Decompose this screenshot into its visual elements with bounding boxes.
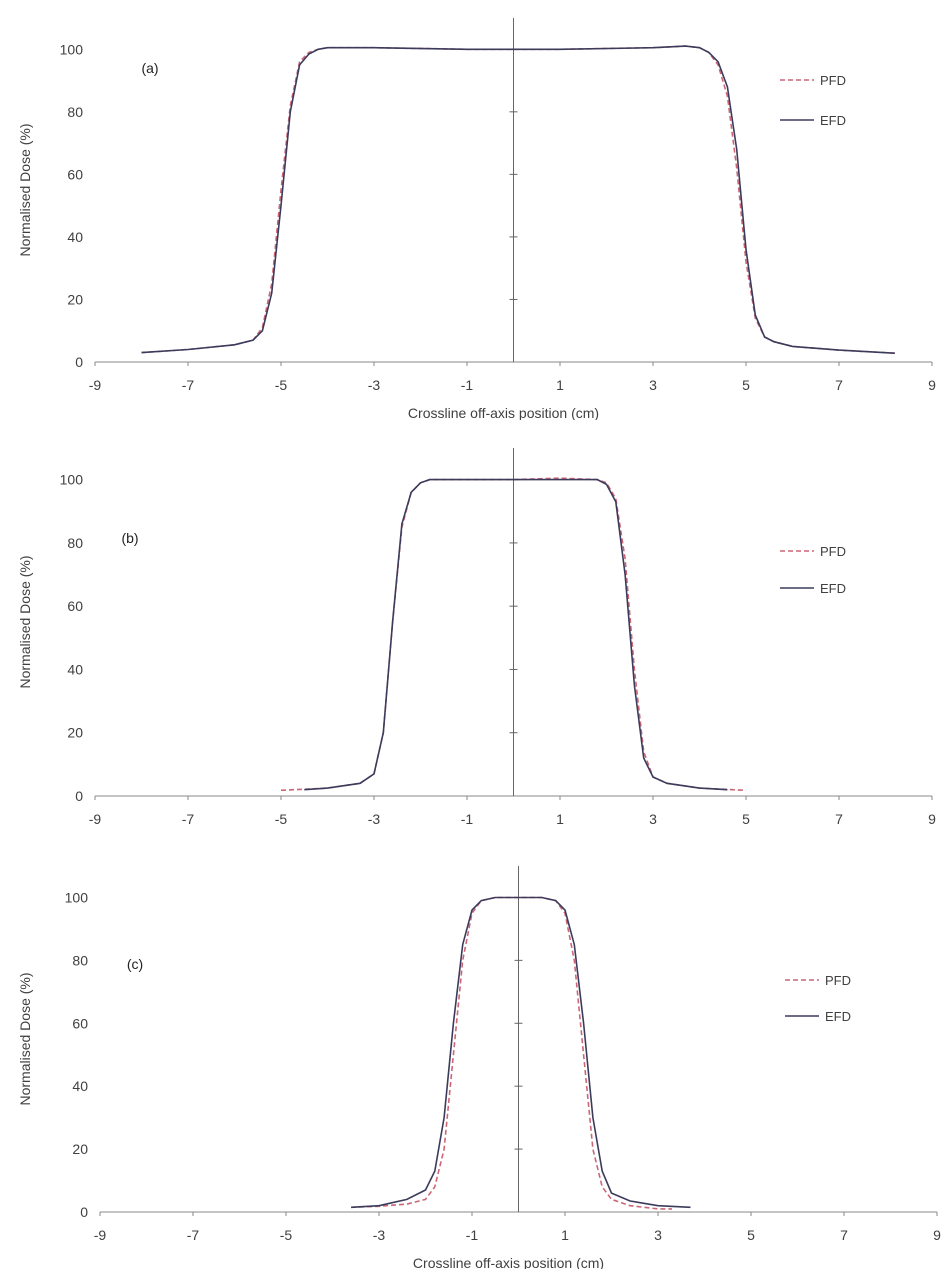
x-tick-label: 7 [840, 1227, 848, 1243]
x-tick-label: 1 [556, 377, 564, 393]
series-line-efd [141, 45, 895, 354]
y-tick-label: 80 [67, 104, 83, 120]
y-axis-title: Normalised Dose (%) [17, 555, 33, 688]
y-tick-label: 0 [80, 1204, 88, 1220]
y-tick-label: 0 [75, 788, 83, 804]
x-tick-label: -9 [94, 1227, 107, 1243]
y-axis-title: Normalised Dose (%) [17, 123, 33, 256]
y-tick-label: 80 [67, 535, 83, 551]
x-tick-label: -3 [368, 811, 381, 827]
x-tick-label: 7 [835, 377, 843, 393]
x-tick-label: -5 [275, 377, 288, 393]
x-tick-label: -5 [280, 1227, 293, 1243]
y-tick-label: 20 [67, 291, 83, 307]
x-tick-label: -9 [89, 811, 102, 827]
y-tick-label: 0 [75, 354, 83, 370]
legend-label-pfd: PFD [825, 973, 851, 988]
y-tick-label: 40 [67, 229, 83, 245]
x-axis-title: Crossline off-axis position (cm) [408, 839, 599, 840]
legend-label-efd: EFD [820, 113, 846, 128]
y-tick-label: 60 [67, 598, 83, 614]
x-tick-label: 9 [928, 811, 936, 827]
y-tick-label: 100 [65, 889, 89, 905]
x-tick-label: 7 [835, 811, 843, 827]
x-tick-label: 3 [649, 811, 657, 827]
panel-label: (b) [121, 530, 138, 546]
panel-label: (c) [127, 956, 143, 972]
legend-label-efd: EFD [820, 581, 846, 596]
y-tick-label: 80 [72, 952, 88, 968]
x-tick-label: -5 [275, 811, 288, 827]
y-tick-label: 100 [60, 41, 84, 57]
y-tick-label: 40 [72, 1078, 88, 1094]
legend-label-pfd: PFD [820, 544, 846, 559]
x-tick-label: -1 [461, 377, 474, 393]
y-tick-label: 60 [72, 1015, 88, 1031]
x-axis-title: Crossline off-axis position (cm) [408, 405, 599, 420]
x-tick-label: -3 [368, 377, 381, 393]
chart-b-svg: 0 20 40 60 80 100 -9 -7 -5 -3 -1 1 3 5 7 9 Crossline off… [17, 448, 936, 840]
legend-label-efd: EFD [825, 1009, 851, 1024]
x-tick-label: 5 [747, 1227, 755, 1243]
series-line-efd [351, 896, 691, 1209]
x-tick-label: -7 [182, 811, 195, 827]
series-line-efd [304, 478, 728, 791]
x-tick-label: -1 [466, 1227, 479, 1243]
chart-panel-c: 0 20 40 60 80 100 -9 -7 -5 -3 -1 1 3 5 7 9 Crossline off… [0, 840, 949, 1269]
y-tick-label: 20 [72, 1141, 88, 1157]
x-tick-label: 3 [654, 1227, 662, 1243]
x-tick-label: 1 [556, 811, 564, 827]
y-tick-label: 20 [67, 725, 83, 741]
series-line-pfd [351, 896, 672, 1210]
x-tick-label: 5 [742, 811, 750, 827]
series-line-pfd [141, 45, 895, 354]
panel-label: (a) [141, 60, 158, 76]
chart-panel-b: 0 20 40 60 80 100 -9 -7 -5 -3 -1 1 3 5 7 9 Crossline off… [0, 420, 949, 840]
chart-a-svg: 0 20 40 60 80 100 -9 -7 -5 -3 -1 1 3 5 7 9 Crossline off… [17, 18, 936, 420]
x-tick-label: 3 [649, 377, 657, 393]
y-tick-label: 40 [67, 661, 83, 677]
legend-label-pfd: PFD [820, 73, 846, 88]
x-tick-label: -9 [89, 377, 102, 393]
x-tick-label: 1 [561, 1227, 569, 1243]
chart-panel-a: 0 20 40 60 80 100 -9 -7 -5 -3 -1 1 3 5 7 9 Crossline off… [0, 0, 949, 420]
x-tick-label: -3 [373, 1227, 386, 1243]
x-tick-label: 9 [933, 1227, 941, 1243]
x-tick-label: 5 [742, 377, 750, 393]
x-axis-title: Crossline off-axis position (cm) [413, 1255, 604, 1269]
x-tick-label: 9 [928, 377, 936, 393]
x-tick-label: -1 [461, 811, 474, 827]
x-tick-label: -7 [187, 1227, 200, 1243]
y-tick-label: 100 [60, 472, 84, 488]
y-axis-title: Normalised Dose (%) [17, 972, 33, 1105]
chart-c-svg: 0 20 40 60 80 100 -9 -7 -5 -3 -1 1 3 5 7 9 Crossline off… [17, 866, 941, 1269]
y-tick-label: 60 [67, 166, 83, 182]
x-tick-label: -7 [182, 377, 195, 393]
